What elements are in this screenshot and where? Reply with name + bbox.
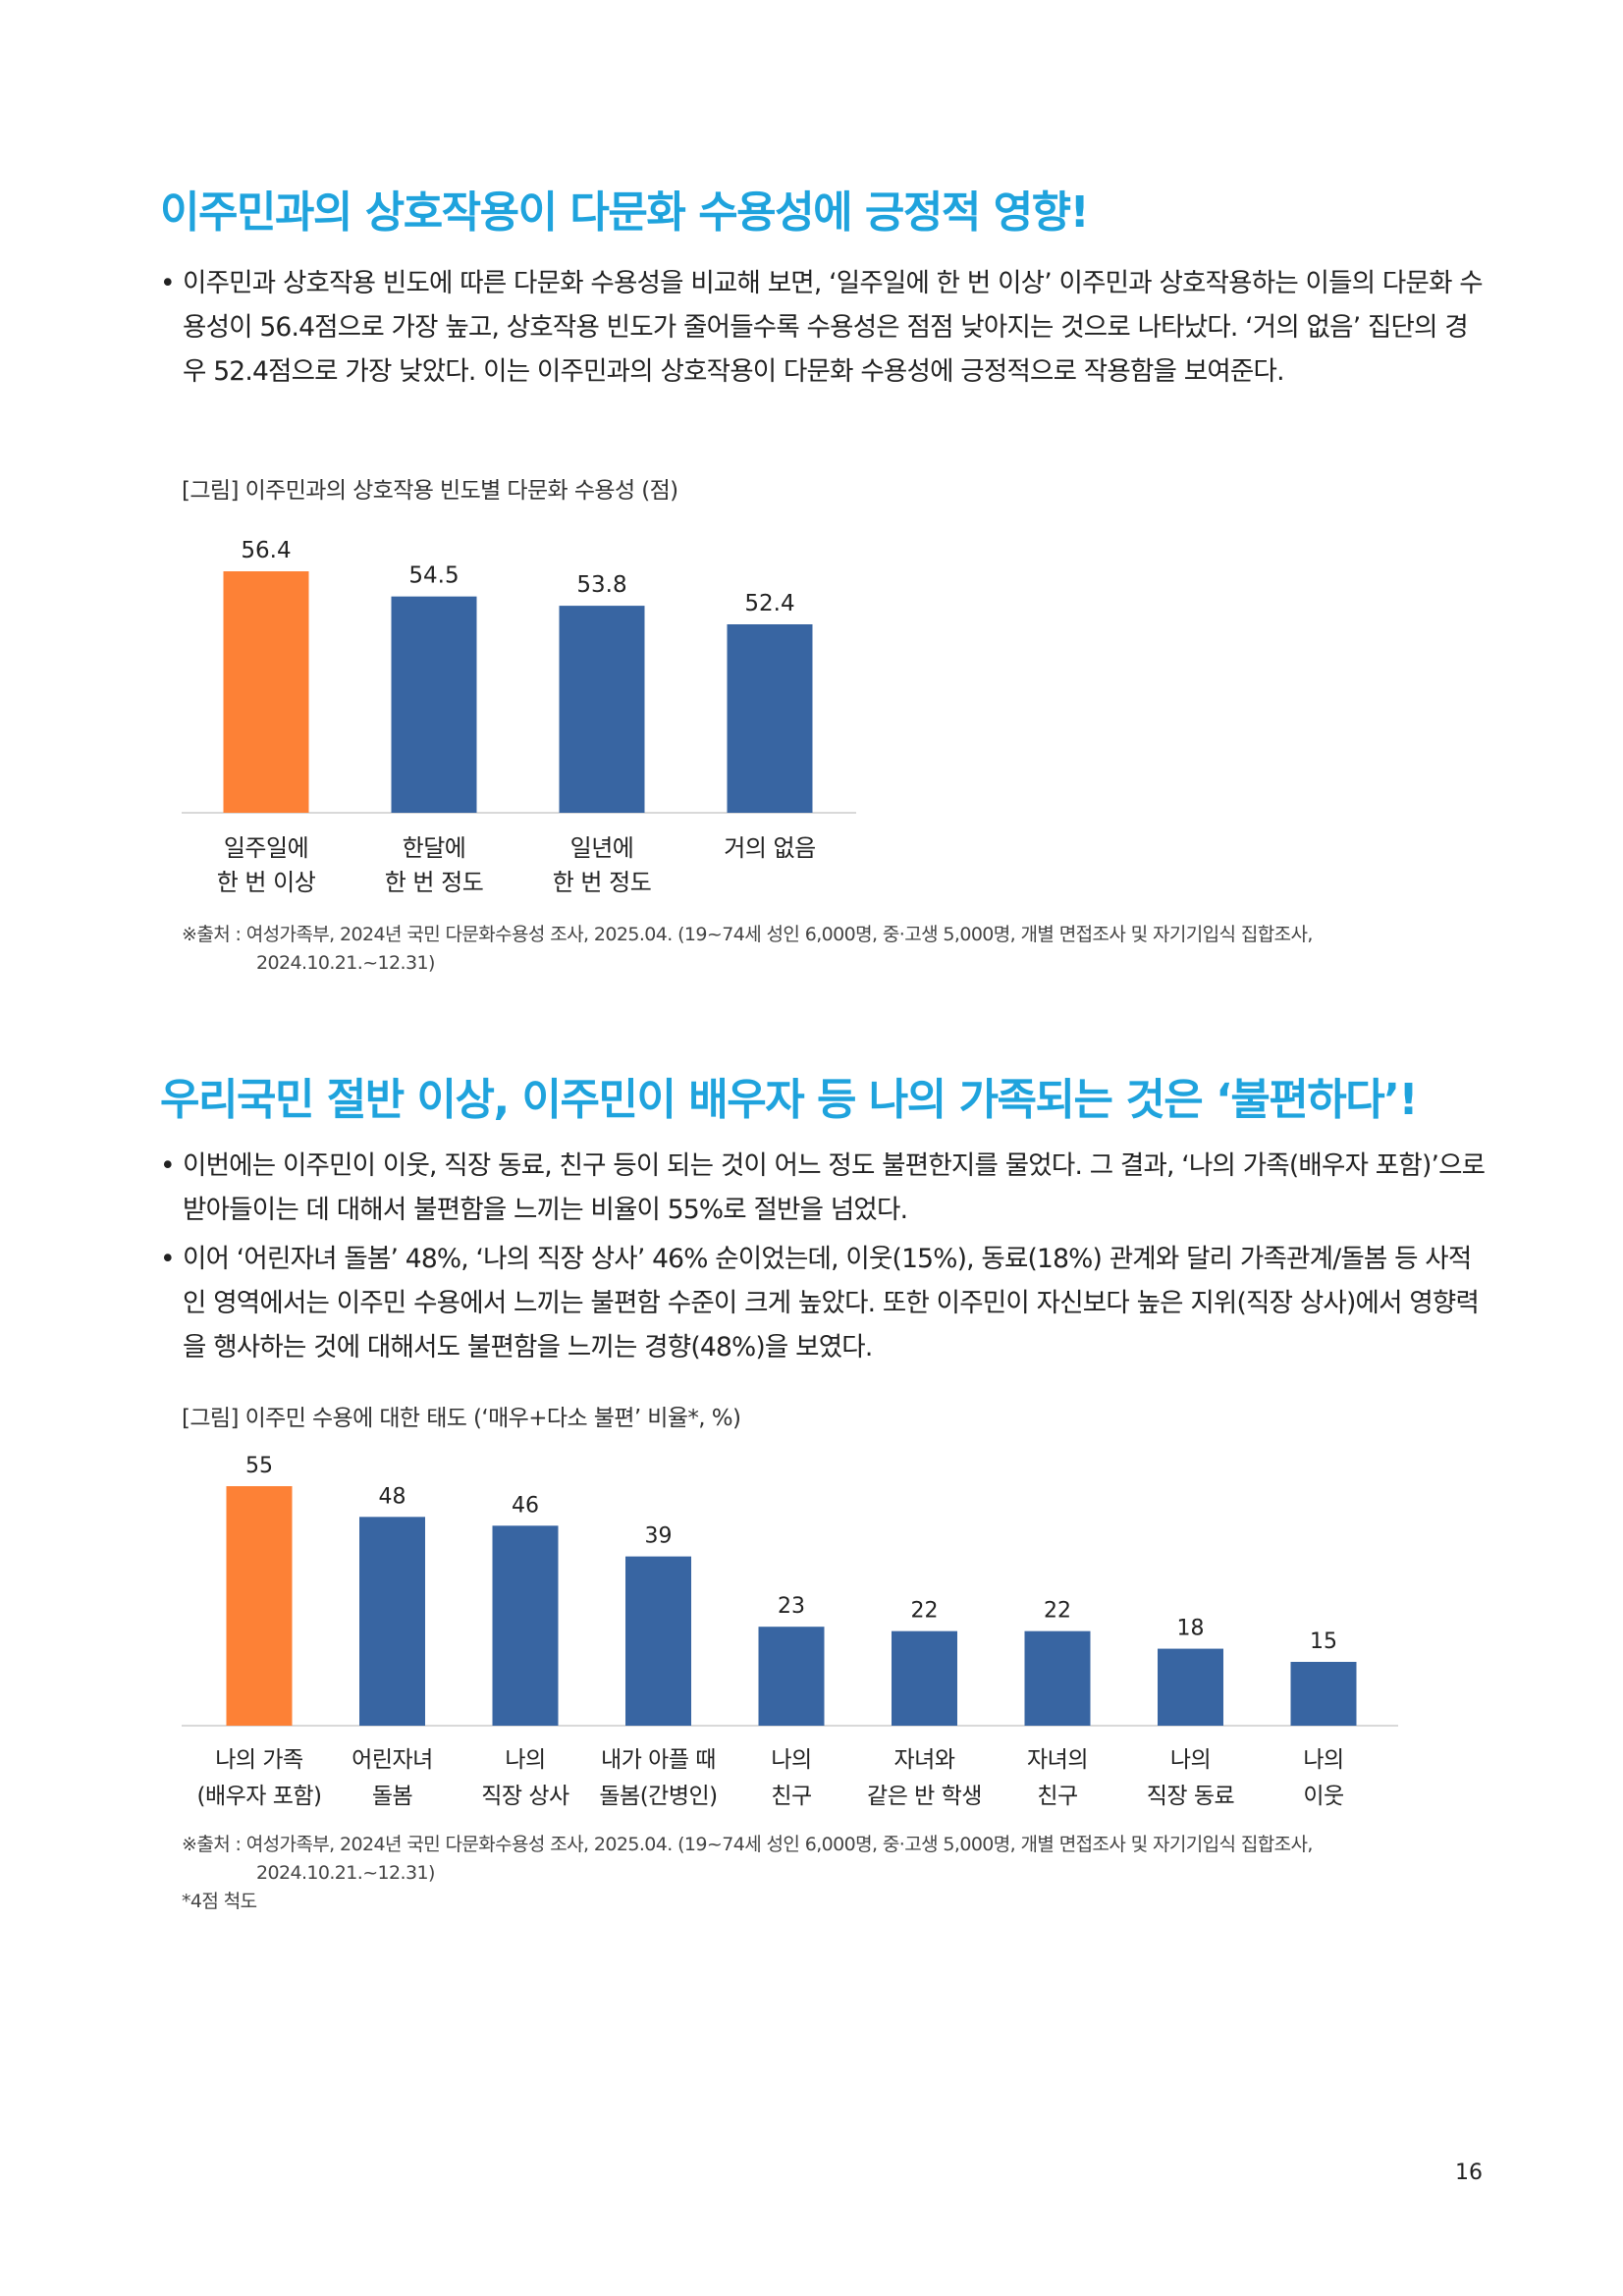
chart2-category-label: 직장 동료 bbox=[1147, 1784, 1234, 1809]
chart2-category-label: 자녀와 bbox=[894, 1747, 955, 1773]
chart2-bar bbox=[492, 1525, 559, 1726]
chart2-category-label: 친구 bbox=[1037, 1784, 1077, 1809]
chart2-bar bbox=[758, 1627, 825, 1726]
chart2-bar bbox=[625, 1556, 691, 1726]
chart2-bar bbox=[226, 1486, 293, 1726]
chart2-category-label: 이웃 bbox=[1303, 1784, 1343, 1809]
chart2-category-label: 돌봄 bbox=[372, 1784, 412, 1809]
chart1-value-label: 52.4 bbox=[744, 591, 794, 616]
figure2-source: ※출처 : 여성가족부, 2024년 국민 다문화수용성 조사, 2025.04… bbox=[182, 1831, 1313, 1916]
chart2-value-label: 39 bbox=[645, 1524, 673, 1549]
page-number: 16 bbox=[1455, 2161, 1483, 2185]
chart1-category-label: 일주일에 bbox=[224, 834, 308, 862]
section1-heading: 이주민과의 상호작용이 다문화 수용성에 긍정적 영향! bbox=[160, 187, 1090, 238]
chart2-category-label: 돌봄(간병인) bbox=[599, 1784, 717, 1809]
chart1-value-label: 56.4 bbox=[241, 538, 291, 563]
chart2-category-label: 나의 가족 bbox=[215, 1747, 302, 1773]
chart1-category-label: 한 번 이상 bbox=[217, 869, 316, 896]
figure2-footnote: *4점 척도 bbox=[182, 1891, 257, 1912]
chart2-category-label: (배우자 포함) bbox=[196, 1784, 321, 1809]
chart2-bar bbox=[892, 1630, 957, 1726]
figure1-source-line1: ※출처 : 여성가족부, 2024년 국민 다문화수용성 조사, 2025.04… bbox=[182, 924, 1313, 945]
figure1-source: ※출처 : 여성가족부, 2024년 국민 다문화수용성 조사, 2025.04… bbox=[182, 921, 1313, 978]
chart1-category-label: 한 번 정도 bbox=[553, 869, 652, 896]
chart2-value-label: 15 bbox=[1310, 1629, 1337, 1654]
bullet-dot: • bbox=[160, 1244, 176, 1274]
chart1-bar bbox=[391, 596, 477, 813]
chart2-bar bbox=[1158, 1648, 1223, 1726]
chart2-value-label: 18 bbox=[1177, 1617, 1205, 1641]
section2-bullet-1: • 이번에는 이주민이 이웃, 직장 동료, 친구 등이 되는 것이 어느 정도… bbox=[160, 1144, 1486, 1232]
figure2-caption: [그림] 이주민 수용에 대한 태도 (‘매우+다소 불편’ 비율*, %) bbox=[182, 1406, 741, 1431]
chart1-category-label: 한 번 정도 bbox=[385, 869, 484, 896]
figure1-source-line2: 2024.10.21.~12.31) bbox=[256, 952, 435, 974]
chart1-value-label: 54.5 bbox=[408, 563, 459, 589]
chart2-category-label: 같은 반 학생 bbox=[867, 1784, 982, 1809]
bullet-dot: • bbox=[160, 268, 176, 298]
chart2-value-label: 48 bbox=[379, 1484, 406, 1509]
chart1-bar bbox=[223, 571, 309, 813]
chart1-category-label: 거의 없음 bbox=[724, 834, 815, 862]
bullet-dot: • bbox=[160, 1150, 176, 1181]
section1-bullet-text: 이주민과 상호작용 빈도에 따른 다문화 수용성을 비교해 보면, ‘일주일에 … bbox=[183, 268, 1484, 387]
section2-heading: 우리국민 절반 이상, 이주민이 배우자 등 나의 가족되는 것은 ‘불편하다’… bbox=[160, 1075, 1419, 1125]
chart1-category-label: 일년에 bbox=[570, 834, 634, 862]
chart2-value-label: 22 bbox=[1044, 1599, 1071, 1624]
chart2-category-label: 자녀의 bbox=[1027, 1747, 1088, 1773]
chart1-category-label: 한달에 bbox=[403, 834, 466, 862]
chart2-value-label: 22 bbox=[911, 1599, 939, 1624]
chart2-category-label: 직장 상사 bbox=[481, 1784, 569, 1809]
section2-bullet-2-text: 이어 ‘어린자녀 돌봄’ 48%, ‘나의 직장 상사’ 46% 순이었는데, … bbox=[183, 1244, 1480, 1362]
chart1-bar bbox=[559, 606, 645, 813]
section1-bullet: • 이주민과 상호작용 빈도에 따른 다문화 수용성을 비교해 보면, ‘일주일… bbox=[160, 261, 1486, 394]
section2-bullet-2: • 이어 ‘어린자녀 돌봄’ 48%, ‘나의 직장 상사’ 46% 순이었는데… bbox=[160, 1237, 1486, 1369]
chart1-bar bbox=[727, 624, 813, 813]
chart2-category-label: 나의 bbox=[1303, 1747, 1343, 1773]
chart2-value-label: 55 bbox=[245, 1454, 273, 1478]
chart2-category-label: 나의 bbox=[1170, 1747, 1211, 1773]
chart2-value-label: 23 bbox=[778, 1594, 805, 1619]
figure2-source-line1: ※출처 : 여성가족부, 2024년 국민 다문화수용성 조사, 2025.04… bbox=[182, 1834, 1313, 1855]
chart2-category-label: 어린자녀 bbox=[352, 1747, 433, 1773]
chart2-value-label: 46 bbox=[512, 1493, 539, 1518]
chart2-category-label: 나의 bbox=[771, 1747, 811, 1773]
figure2-source-line2: 2024.10.21.~12.31) bbox=[256, 1862, 435, 1884]
chart2-category-label: 나의 bbox=[505, 1747, 545, 1773]
chart2-bar bbox=[359, 1517, 425, 1726]
chart2-bar bbox=[1024, 1630, 1091, 1726]
chart2-category-label: 친구 bbox=[771, 1784, 811, 1809]
figure1-caption: [그림] 이주민과의 상호작용 빈도별 다문화 수용성 (점) bbox=[182, 478, 678, 504]
chart1-value-label: 53.8 bbox=[576, 572, 626, 598]
chart2-bar bbox=[1290, 1662, 1357, 1726]
chart2-category-label: 내가 아플 때 bbox=[601, 1747, 716, 1773]
section2-bullet-1-text: 이번에는 이주민이 이웃, 직장 동료, 친구 등이 되는 것이 어느 정도 불… bbox=[183, 1150, 1486, 1225]
